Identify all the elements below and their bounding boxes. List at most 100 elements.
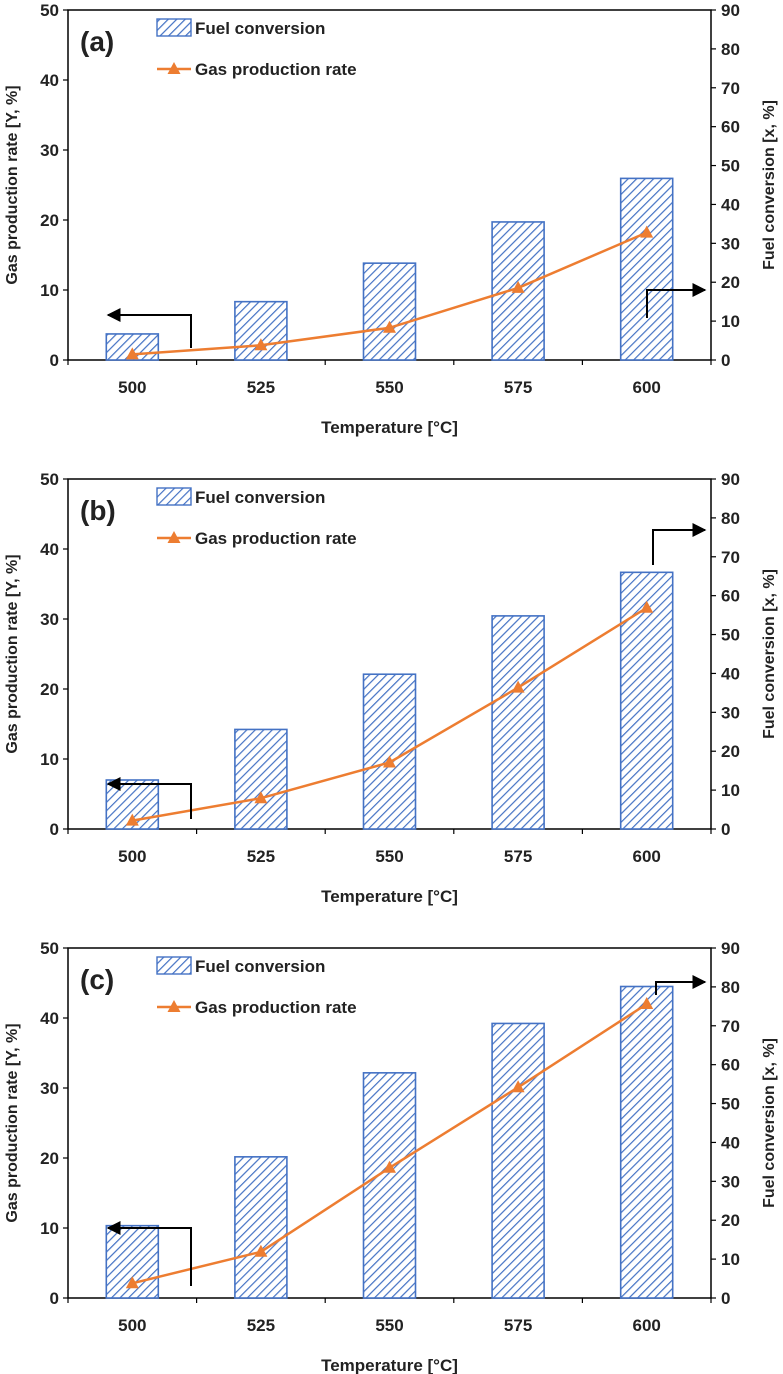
x-axis-tick-label: 500 [118,847,146,866]
x-axis-tick-label: 550 [375,847,403,866]
right-axis-tick-label: 10 [721,1250,740,1269]
gas-production-rate-point [511,280,525,293]
right-axis-tick-label: 40 [721,664,740,683]
x-axis-tick-label: 600 [633,378,661,397]
right-axis-tick-label: 30 [721,703,740,722]
right-axis-tick-label: 30 [721,234,740,253]
fuel-conversion-bar [362,1072,417,1299]
right-axis-tick-label: 90 [721,1,740,20]
right-axis-tick-label: 10 [721,781,740,800]
right-axis-tick-label: 50 [721,157,740,176]
right-axis-arrow [652,523,707,565]
right-axis-tick-label: 50 [721,1095,740,1114]
x-axis-tick-label: 550 [375,1316,403,1335]
fuel-conversion-bar [491,615,545,830]
left-axis-arrow [106,308,192,348]
fuel-conversion-bar [619,571,674,830]
right-axis-tick-label: 30 [721,1172,740,1191]
left-axis-tick-label: 50 [40,1,59,20]
right-axis-title: Fuel conversion [x, %] [761,100,778,270]
x-axis-tick-label: 500 [118,1316,146,1335]
legend-bar-swatch [156,487,192,506]
legend-bar-swatch [156,18,192,37]
gas-production-rate-point [383,1160,396,1173]
right-axis-tick-label: 0 [721,1289,730,1308]
left-axis-tick-label: 50 [40,939,59,958]
legend-bar-swatch [156,956,192,975]
left-axis-tick-label: 0 [50,1289,59,1308]
gas-production-rate-point [254,338,268,351]
panel-label: (b) [80,495,116,526]
left-axis-tick-label: 10 [40,1219,59,1238]
left-axis-title: Gas production rate [Y, %] [4,85,21,284]
fuel-conversion-bar [234,728,288,830]
fuel-conversion-bar [619,985,674,1299]
right-axis-tick-label: 40 [721,195,740,214]
legend-line-marker [167,531,181,543]
left-axis-title: Gas production rate [Y, %] [4,554,21,753]
right-axis-arrow [646,283,707,318]
x-axis-tick-label: 525 [247,1316,275,1335]
left-axis-arrow [106,1221,192,1286]
left-axis-tick-label: 10 [40,281,59,300]
x-axis-tick-label: 500 [118,378,146,397]
gas-production-rate-point [383,755,396,768]
x-axis-title: Temperature [°C] [321,887,458,906]
panel-label: (c) [80,964,114,995]
legend-bar-label: Fuel conversion [195,957,325,976]
gas-production-rate-point [383,320,396,333]
x-axis-tick-label: 575 [504,847,532,866]
gas-production-rate-point [125,347,139,360]
legend-bar-label: Fuel conversion [195,19,325,38]
fuel-conversion-bar [619,177,674,361]
left-axis-tick-label: 40 [40,540,59,559]
gas-production-rate-point [640,600,654,613]
left-axis-tick-label: 20 [40,680,59,699]
left-axis-arrow [106,777,192,819]
left-axis-title: Gas production rate [Y, %] [4,1023,21,1222]
legend-line-label: Gas production rate [195,529,357,548]
right-axis-tick-label: 70 [721,79,740,98]
fuel-conversion-bar [491,1022,545,1299]
right-axis-tick-label: 20 [721,273,740,292]
x-axis-tick-label: 575 [504,1316,532,1335]
fuel-conversion-bar [234,300,288,361]
right-axis-tick-label: 60 [721,118,740,137]
legend-line-label: Gas production rate [195,60,357,79]
x-axis-title: Temperature [°C] [321,418,458,437]
panel-label: (a) [80,26,114,57]
legend-line-label: Gas production rate [195,998,357,1017]
right-axis-tick-label: 90 [721,939,740,958]
right-axis-tick-label: 50 [721,626,740,645]
left-axis-tick-label: 40 [40,1009,59,1028]
right-axis-tick-label: 70 [721,1017,740,1036]
legend-line-marker [167,62,181,74]
left-axis-tick-label: 20 [40,211,59,230]
right-axis-arrow [655,975,707,995]
left-axis-tick-label: 40 [40,71,59,90]
gas-production-rate-point [125,813,139,826]
x-axis-tick-label: 550 [375,378,403,397]
right-axis-tick-label: 80 [721,978,740,997]
right-axis-tick-label: 60 [721,1056,740,1075]
legend-line-marker [167,1000,181,1012]
fuel-conversion-bar [362,262,417,361]
legend-bar-label: Fuel conversion [195,488,325,507]
gas-production-rate-point [640,225,654,238]
right-axis-tick-label: 20 [721,742,740,761]
gas-production-rate-point [511,1080,525,1093]
left-axis-tick-label: 0 [50,820,59,839]
right-axis-tick-label: 40 [721,1133,740,1152]
left-axis-tick-label: 30 [40,141,59,160]
x-axis-tick-label: 525 [247,847,275,866]
x-axis-title: Temperature [°C] [321,1356,458,1374]
left-axis-tick-label: 30 [40,610,59,629]
x-axis-tick-label: 600 [633,1316,661,1335]
gas-production-rate-point [640,997,654,1009]
x-axis-tick-label: 600 [633,847,661,866]
right-axis-tick-label: 90 [721,470,740,489]
x-axis-tick-label: 575 [504,378,532,397]
x-axis-tick-label: 525 [247,378,275,397]
